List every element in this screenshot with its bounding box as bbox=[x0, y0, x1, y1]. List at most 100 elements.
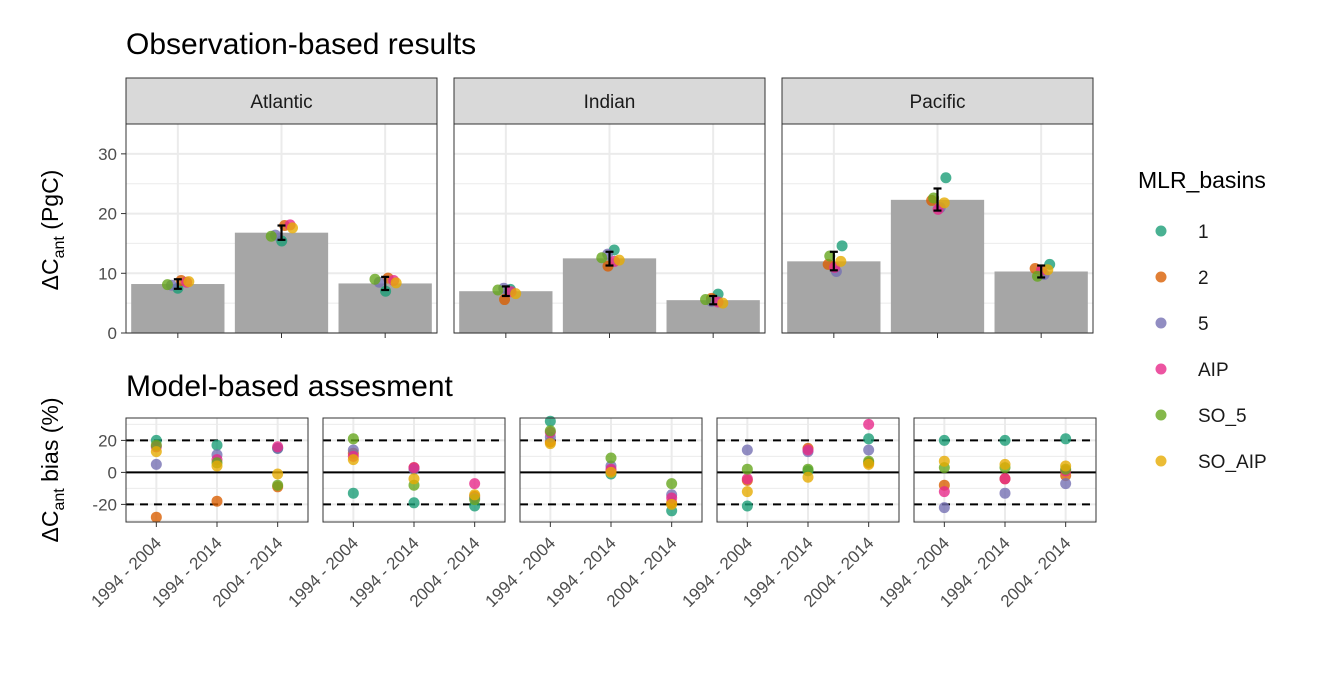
data-point bbox=[999, 487, 1011, 499]
data-point bbox=[408, 497, 420, 509]
data-point bbox=[863, 444, 875, 456]
legend-item: SO_AIP bbox=[1155, 452, 1267, 473]
data-point bbox=[928, 192, 940, 204]
legend-item: 1 bbox=[1155, 222, 1209, 243]
data-point bbox=[544, 438, 556, 450]
legend-label: SO_5 bbox=[1198, 406, 1247, 427]
data-point bbox=[741, 444, 753, 456]
legend-item: 2 bbox=[1155, 268, 1209, 289]
data-point bbox=[1060, 478, 1072, 490]
data-point bbox=[390, 277, 402, 289]
legend-label: 1 bbox=[1198, 222, 1209, 243]
legend-title: MLR_basins bbox=[1138, 167, 1266, 193]
legend-label: 2 bbox=[1198, 268, 1209, 289]
data-point bbox=[741, 463, 753, 475]
data-point bbox=[161, 279, 173, 291]
legend-key bbox=[1155, 409, 1167, 421]
error-bar bbox=[829, 250, 838, 272]
data-point bbox=[741, 500, 753, 512]
data-point bbox=[150, 446, 162, 458]
legend-label: 5 bbox=[1198, 314, 1209, 335]
data-point bbox=[492, 284, 504, 296]
top-y-axis-title-tail: (PgC) bbox=[37, 170, 63, 236]
top-panel-indian: Indian bbox=[453, 77, 766, 338]
legend-label: SO_AIP bbox=[1198, 452, 1267, 473]
data-point bbox=[824, 250, 836, 262]
top-chart-title: Observation-based results bbox=[126, 28, 476, 61]
error-bar bbox=[605, 250, 614, 267]
bar bbox=[234, 232, 329, 333]
data-point bbox=[596, 252, 608, 264]
top-y-axis-title-sub: ant bbox=[51, 236, 68, 259]
bar bbox=[890, 199, 985, 333]
bottom-y-axis-title-tail: bias (%) bbox=[37, 398, 63, 489]
data-point bbox=[741, 473, 753, 485]
error-bar bbox=[1037, 264, 1046, 279]
data-point bbox=[863, 418, 875, 430]
data-point bbox=[938, 502, 950, 514]
error-bar bbox=[277, 224, 286, 241]
data-point bbox=[1060, 433, 1072, 445]
strip-label: Atlantic bbox=[250, 92, 312, 113]
panel-border bbox=[322, 417, 506, 523]
error-bar bbox=[173, 278, 182, 290]
data-point bbox=[510, 288, 522, 300]
strip-label: Indian bbox=[584, 92, 636, 113]
bottom-chart-title: Model-based assesment bbox=[126, 370, 454, 403]
panel-border bbox=[781, 123, 1094, 334]
data-point bbox=[347, 433, 359, 445]
strip-background bbox=[781, 77, 1094, 125]
legend-item: SO_5 bbox=[1155, 406, 1247, 427]
data-point bbox=[380, 285, 392, 297]
data-point bbox=[613, 254, 625, 266]
bar bbox=[994, 271, 1088, 333]
strip-background bbox=[453, 77, 766, 125]
data-point bbox=[265, 230, 277, 242]
data-point bbox=[1042, 264, 1054, 276]
bottom-y-axis-title-sub: ant bbox=[51, 488, 68, 511]
legend: MLR_basins 1 2 5 AIP SO_5 SO_AIP bbox=[1138, 167, 1267, 473]
data-point bbox=[700, 294, 712, 306]
data-point bbox=[741, 486, 753, 498]
data-point bbox=[544, 415, 556, 427]
data-point bbox=[836, 240, 848, 252]
top-panel-pacific: Pacific bbox=[781, 77, 1094, 338]
data-point bbox=[999, 434, 1011, 446]
top-panels: Atlantic 0 10 20 30 Indian Pacific bbox=[98, 77, 1094, 343]
data-point bbox=[999, 458, 1011, 470]
legend-key bbox=[1155, 455, 1167, 467]
data-point bbox=[717, 297, 729, 309]
data-point bbox=[211, 460, 223, 472]
data-point bbox=[835, 255, 847, 267]
data-point bbox=[347, 454, 359, 466]
strip-background bbox=[125, 77, 438, 125]
panel-border bbox=[125, 123, 438, 334]
legend-key bbox=[1155, 225, 1167, 237]
legend-key bbox=[1155, 363, 1167, 375]
data-point bbox=[999, 473, 1011, 485]
y-tick-label: 10 bbox=[98, 264, 117, 283]
data-point bbox=[802, 444, 814, 456]
data-point bbox=[605, 452, 617, 464]
top-panel-atlantic: Atlantic 0 10 20 30 bbox=[98, 77, 438, 343]
data-point bbox=[802, 463, 814, 475]
panel-border bbox=[716, 417, 900, 523]
data-point bbox=[863, 433, 875, 445]
data-point bbox=[938, 486, 950, 498]
y-tick-label: 0 bbox=[108, 324, 117, 343]
data-point bbox=[211, 439, 223, 451]
data-point bbox=[1060, 460, 1072, 472]
legend-item: AIP bbox=[1155, 360, 1229, 381]
y-tick-label: 20 bbox=[98, 205, 117, 224]
data-point bbox=[369, 273, 381, 285]
bottom-y-axis-title-main: ΔC bbox=[37, 511, 63, 543]
data-point bbox=[211, 495, 223, 507]
data-point bbox=[938, 434, 950, 446]
legend-label: AIP bbox=[1198, 360, 1229, 381]
